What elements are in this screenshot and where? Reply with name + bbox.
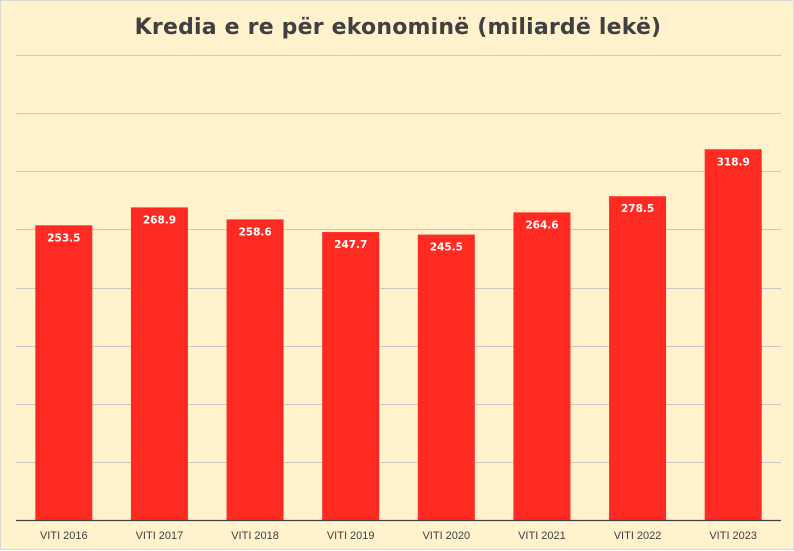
bar (513, 212, 571, 520)
bar (35, 225, 93, 520)
bar (130, 207, 188, 520)
data-label: 247.7 (334, 239, 367, 251)
x-tick-label: VITI 2017 (136, 530, 184, 542)
x-tick-label: VITI 2020 (422, 530, 470, 542)
data-label: 253.5 (47, 232, 80, 244)
bar (609, 196, 667, 520)
data-label: 245.5 (430, 242, 463, 254)
data-label: 264.6 (525, 219, 558, 231)
data-label: 258.6 (238, 226, 271, 238)
data-label: 278.5 (621, 203, 654, 215)
bar (704, 149, 762, 520)
bar (417, 234, 475, 520)
chart-title: Kredia e re për ekonominë (miliardë lekë… (134, 15, 662, 40)
x-tick-label: VITI 2016 (40, 530, 88, 542)
x-tick-label: VITI 2018 (231, 530, 279, 542)
data-label: 318.9 (717, 156, 750, 168)
bar (226, 219, 284, 520)
x-tick-label: VITI 2019 (327, 530, 375, 542)
x-tick-label: VITI 2022 (614, 530, 662, 542)
x-tick-label: VITI 2021 (518, 530, 566, 542)
data-label: 268.9 (143, 214, 176, 226)
x-tick-label: VITI 2023 (709, 530, 757, 542)
bar (322, 232, 380, 520)
